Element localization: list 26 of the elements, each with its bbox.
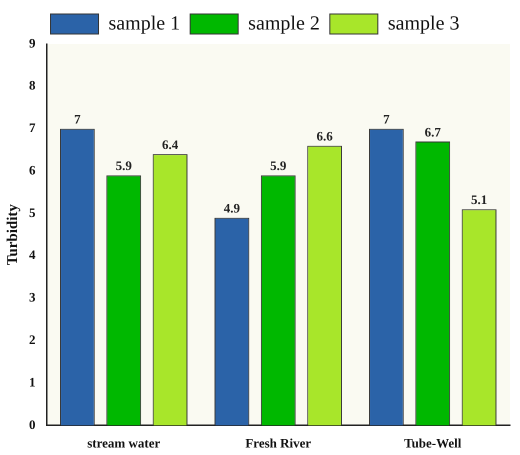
data-label: 4.9 bbox=[224, 200, 241, 216]
x-tick-label: Fresh River bbox=[245, 436, 312, 451]
data-label: 5.9 bbox=[116, 158, 132, 174]
legend-label: sample 2 bbox=[248, 12, 320, 34]
y-tick-label: 4 bbox=[29, 247, 36, 262]
y-tick-label: 2 bbox=[29, 332, 36, 348]
y-tick-label: 7 bbox=[29, 120, 36, 136]
y-tick-label: 0 bbox=[29, 416, 36, 432]
y-tick-label: 3 bbox=[29, 290, 36, 305]
data-label: 5.9 bbox=[270, 158, 287, 174]
data-label: 6.4 bbox=[162, 137, 179, 152]
x-tick-label: stream water bbox=[87, 436, 160, 451]
data-label: 7 bbox=[74, 112, 82, 127]
data-label: 7 bbox=[383, 112, 390, 127]
y-tick-label: 5 bbox=[29, 204, 36, 220]
y-axis-title: Turbidity bbox=[4, 204, 21, 266]
data-label: 6.7 bbox=[424, 124, 442, 140]
data-label: 6.6 bbox=[316, 128, 334, 144]
x-tick-label: Tube-Well bbox=[404, 436, 462, 451]
legend-label: sample 1 bbox=[108, 12, 180, 34]
y-tick-label: 6 bbox=[29, 162, 36, 178]
data-label: 5.1 bbox=[470, 192, 488, 208]
y-tick-label: 9 bbox=[29, 35, 36, 50]
y-tick-label: 1 bbox=[29, 374, 36, 390]
y-tick-label: 8 bbox=[29, 78, 36, 93]
legend-label: sample 3 bbox=[388, 12, 460, 34]
